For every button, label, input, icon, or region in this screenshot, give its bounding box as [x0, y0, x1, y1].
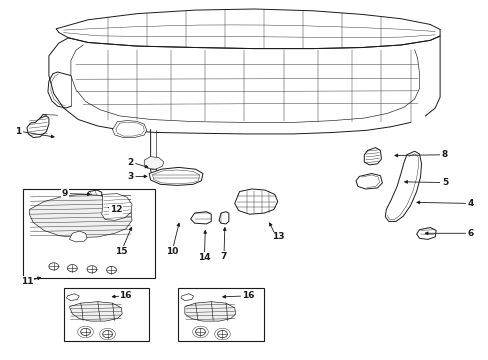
Polygon shape: [149, 167, 203, 185]
Polygon shape: [112, 121, 146, 138]
Text: 16: 16: [241, 292, 254, 300]
Text: 9: 9: [61, 189, 68, 198]
Polygon shape: [144, 157, 163, 169]
Polygon shape: [69, 302, 122, 321]
Text: 10: 10: [165, 247, 178, 256]
Polygon shape: [190, 212, 211, 224]
Polygon shape: [234, 189, 277, 214]
Polygon shape: [385, 151, 421, 221]
Text: 3: 3: [127, 172, 133, 181]
Text: 13: 13: [272, 233, 285, 241]
Text: 16: 16: [119, 292, 132, 300]
Text: 7: 7: [220, 252, 227, 261]
Polygon shape: [87, 190, 102, 199]
Polygon shape: [27, 116, 49, 138]
Polygon shape: [181, 294, 193, 301]
Polygon shape: [355, 174, 382, 189]
Polygon shape: [184, 302, 235, 321]
Polygon shape: [89, 196, 121, 213]
Polygon shape: [69, 231, 87, 242]
Bar: [178, 288, 264, 341]
Bar: [23, 189, 154, 278]
Text: 2: 2: [127, 158, 133, 167]
Polygon shape: [29, 194, 132, 238]
Polygon shape: [364, 148, 381, 165]
Polygon shape: [416, 228, 435, 239]
Text: 11: 11: [20, 277, 33, 286]
Text: 8: 8: [441, 150, 447, 159]
Polygon shape: [66, 294, 79, 301]
Text: 6: 6: [467, 229, 473, 238]
Text: 4: 4: [467, 199, 473, 208]
Polygon shape: [102, 194, 132, 220]
Text: 5: 5: [441, 178, 447, 187]
Polygon shape: [219, 212, 228, 224]
Text: 1: 1: [15, 127, 21, 136]
Text: 14: 14: [198, 253, 210, 262]
Text: 15: 15: [115, 247, 127, 256]
Text: 12: 12: [109, 205, 122, 214]
Bar: [63, 288, 149, 341]
